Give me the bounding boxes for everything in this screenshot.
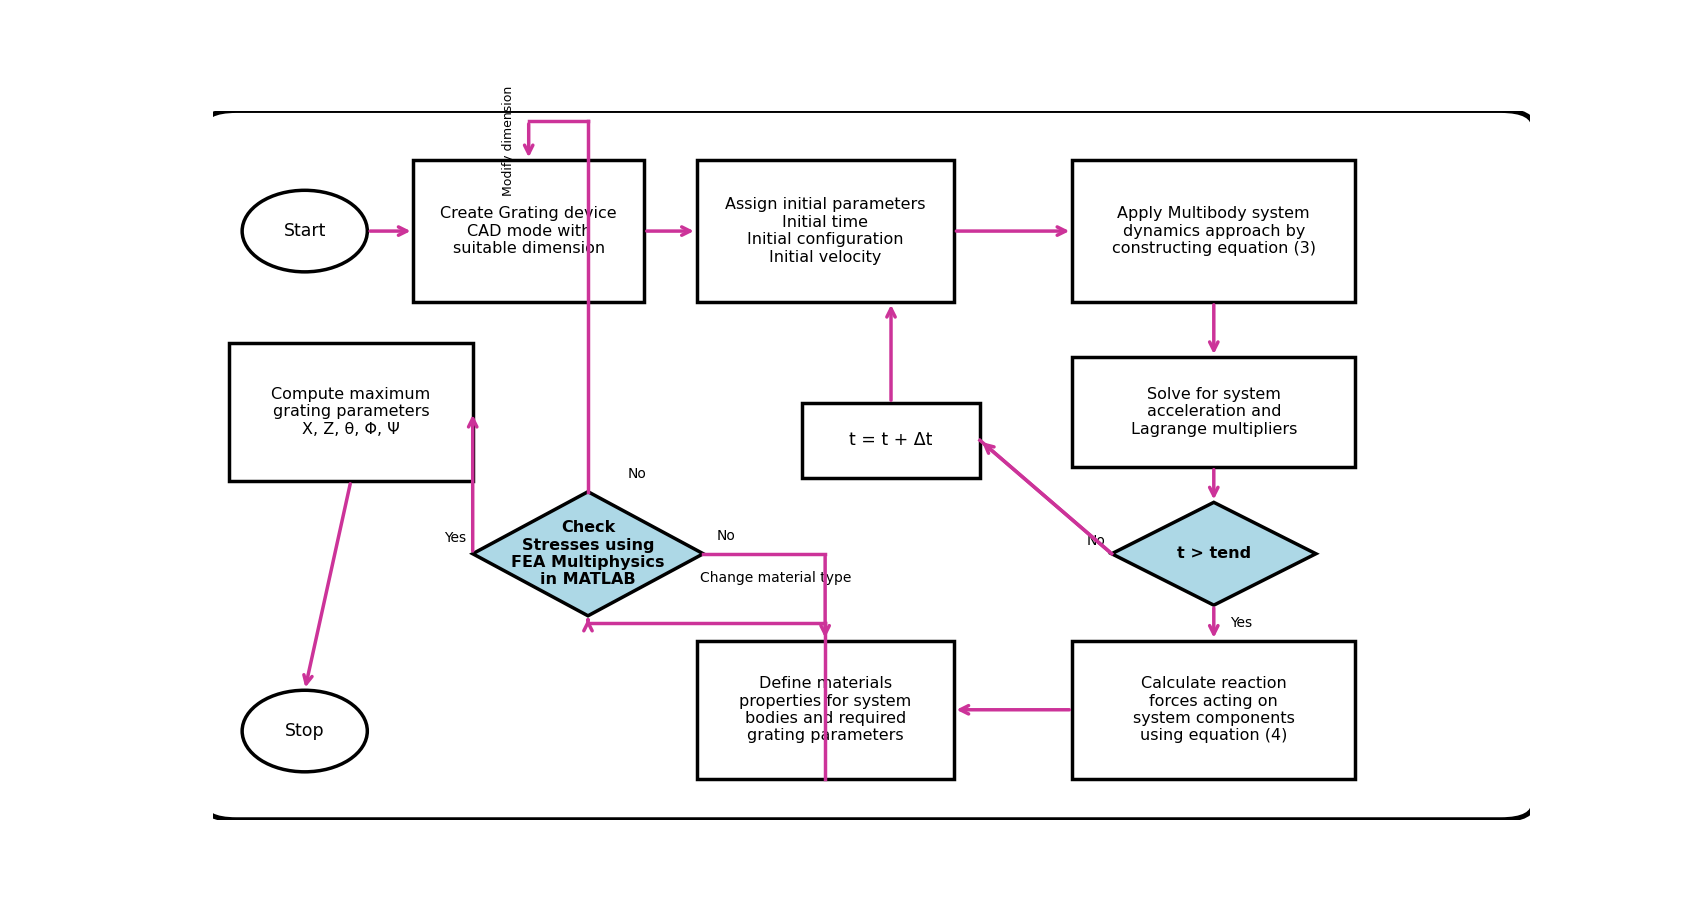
Polygon shape bbox=[1112, 502, 1316, 605]
Text: Solve for system
acceleration and
Lagrange multipliers: Solve for system acceleration and Lagran… bbox=[1130, 387, 1297, 437]
Text: Apply Multibody system
dynamics approach by
constructing equation (3): Apply Multibody system dynamics approach… bbox=[1112, 206, 1316, 256]
FancyBboxPatch shape bbox=[413, 160, 644, 302]
FancyBboxPatch shape bbox=[230, 343, 473, 481]
Text: Check
Stresses using
FEA Multiphysics
in MATLAB: Check Stresses using FEA Multiphysics in… bbox=[512, 520, 665, 588]
FancyBboxPatch shape bbox=[802, 403, 979, 477]
Polygon shape bbox=[473, 492, 704, 616]
Text: Yes: Yes bbox=[444, 531, 466, 545]
Text: No: No bbox=[716, 529, 736, 543]
FancyBboxPatch shape bbox=[204, 111, 1533, 820]
Text: Change material type: Change material type bbox=[700, 571, 852, 586]
FancyBboxPatch shape bbox=[1073, 160, 1355, 302]
FancyBboxPatch shape bbox=[1073, 357, 1355, 467]
Text: t > tend: t > tend bbox=[1176, 546, 1251, 561]
Text: Yes: Yes bbox=[1229, 616, 1251, 630]
Text: No: No bbox=[1086, 534, 1105, 548]
Text: Modify dimension: Modify dimension bbox=[503, 86, 515, 196]
Text: Assign initial parameters
Initial time
Initial configuration
Initial velocity: Assign initial parameters Initial time I… bbox=[724, 197, 925, 264]
FancyBboxPatch shape bbox=[1073, 641, 1355, 779]
Text: Stop: Stop bbox=[286, 722, 325, 740]
Text: No: No bbox=[627, 467, 646, 481]
Text: Compute maximum
grating parameters
X, Z, θ, Φ, Ψ: Compute maximum grating parameters X, Z,… bbox=[272, 387, 430, 437]
Ellipse shape bbox=[241, 690, 367, 772]
Text: Calculate reaction
forces acting on
system components
using equation (4): Calculate reaction forces acting on syst… bbox=[1132, 676, 1295, 743]
FancyBboxPatch shape bbox=[697, 160, 954, 302]
Text: Define materials
properties for system
bodies and required
grating parameters: Define materials properties for system b… bbox=[740, 676, 911, 743]
Text: Create Grating device
CAD mode with
suitable dimension: Create Grating device CAD mode with suit… bbox=[440, 206, 617, 256]
Ellipse shape bbox=[241, 191, 367, 272]
FancyBboxPatch shape bbox=[697, 641, 954, 779]
Text: Start: Start bbox=[284, 222, 326, 240]
Text: t = t + Δt: t = t + Δt bbox=[850, 431, 933, 449]
